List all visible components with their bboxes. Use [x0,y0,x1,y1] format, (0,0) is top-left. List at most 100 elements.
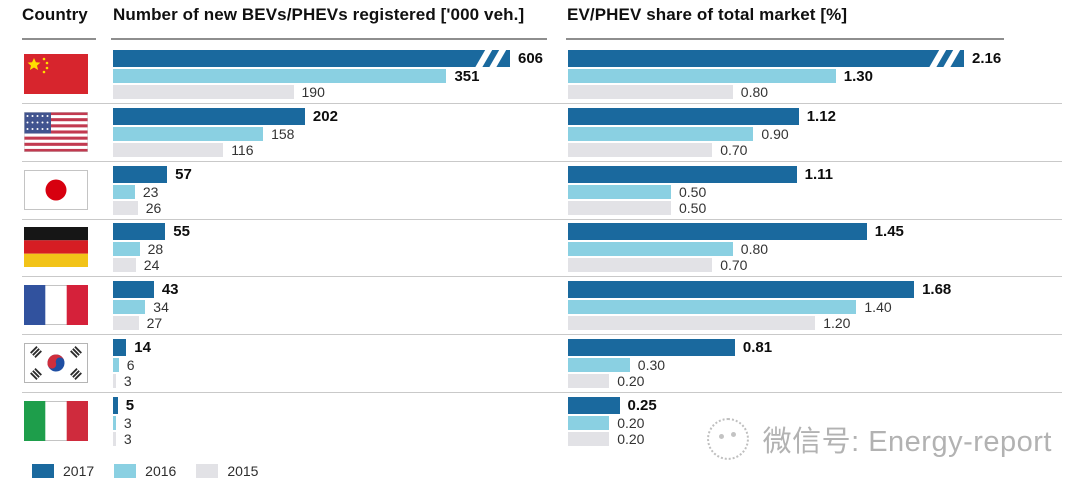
bar-2016-registrations [113,127,264,141]
bar-2017-market-share [568,46,964,72]
value-label-market-share-2015: 0.20 [617,373,645,389]
right-panel-header-rule [566,38,1004,40]
bar-2015-market-share [568,85,733,99]
legend-label: 2017 [63,463,95,479]
value-label-market-share-2017: 2.16 [972,50,1002,67]
country-row-germany: 55 1.45 28 0.80 24 0.70 [0,219,1080,277]
left-panel-title: Number of new BEVs/PHEVs registered ['00… [113,5,525,24]
bar-2017-market-share [568,166,797,183]
value-label-registrations-2017: 5 [125,397,135,414]
value-label-market-share-2017: 1.11 [804,166,834,183]
bar-2015-market-share [568,316,816,330]
bar-2015-registrations [113,432,116,446]
bar-2015-market-share [568,432,610,446]
value-label-registrations-2017: 202 [312,108,338,125]
bar-2015-market-share [568,201,671,215]
bar-2016-registrations [113,358,119,372]
value-label-registrations-2016: 158 [271,126,295,142]
bar-2016-registrations [113,185,135,199]
watermark: 微信号: Energy-report [706,418,1052,460]
value-label-market-share-2015: 1.20 [823,315,851,331]
value-label-market-share-2017: 0.25 [627,397,657,414]
legend-swatch-icon [114,464,137,478]
bar-2017-market-share [568,339,735,356]
value-label-market-share-2016: 1.30 [843,67,873,85]
country-row-italy: 5 0.25 3 0.20 3 0.20 [0,393,1080,450]
value-label-registrations-2015: 24 [143,257,160,273]
country-row-japan: 57 1.11 23 0.50 26 0.50 [0,162,1080,220]
bar-2015-registrations [113,201,138,215]
value-label-registrations-2015: 27 [146,315,163,331]
right-panel-title: EV/PHEV share of total market [%] [567,5,848,24]
value-label-market-share-2015: 0.70 [720,142,748,158]
legend-swatch-icon [196,464,219,478]
bar-2016-registrations [113,300,146,314]
value-label-market-share-2016: 0.80 [740,241,769,257]
bar-2015-market-share [568,143,713,157]
country-row-usa: 202 1.12 158 0.90 116 0.70 [0,104,1080,162]
left-panel-header-rule [111,38,547,40]
value-label-registrations-2015: 190 [301,84,325,100]
value-label-registrations-2015: 26 [145,200,162,216]
country-column-header: Country [22,5,88,24]
bar-2015-registrations [113,374,116,388]
legend-item-2016: 2016 [114,464,176,478]
france-flag-icon [24,285,88,325]
legend-label: 2016 [145,463,177,479]
country-row-china: 606 2.16 351 1.30 190 0.80 [0,46,1080,104]
bar-2017-registrations [113,46,510,72]
value-label-registrations-2016: 34 [153,299,169,315]
bar-2017-market-share [568,223,867,240]
value-label-market-share-2015: 0.20 [617,431,645,447]
value-label-registrations-2016: 351 [454,67,480,85]
country-row-south-korea: 14 0.81 6 0.30 3 0.20 [0,335,1080,393]
wechat-logo-icon [706,418,749,460]
value-label-market-share-2016: 1.40 [864,299,892,315]
legend-item-2017: 2017 [32,464,94,478]
bar-2016-registrations [113,69,447,83]
value-label-market-share-2015: 0.50 [679,200,707,216]
bar-2017-registrations [113,281,154,298]
row-separator [22,218,1062,220]
country-row-france: 43 1.68 34 1.40 27 1.20 [0,277,1080,335]
bar-2015-registrations [113,143,224,157]
bar-2017-market-share [568,281,915,298]
bar-2017-registrations [113,339,127,356]
bar-2015-market-share [568,374,610,388]
bar-2016-market-share [568,300,857,314]
usa-flag-icon [24,112,88,152]
value-label-market-share-2017: 1.12 [806,108,836,125]
china-flag-icon [24,54,88,94]
bar-2015-registrations [113,258,136,272]
bar-2016-market-share [568,416,610,430]
value-label-registrations-2015: 3 [123,373,132,389]
japan-flag-icon [24,170,88,210]
row-separator [22,160,1062,162]
value-label-registrations-2017: 14 [134,339,151,356]
value-label-market-share-2016: 0.50 [679,184,707,200]
bar-2016-market-share [568,185,671,199]
value-label-market-share-2015: 0.80 [740,84,769,100]
legend-swatch-icon [32,464,54,478]
bar-2017-market-share [568,108,799,125]
bar-2016-market-share [568,242,733,256]
bar-2016-registrations [113,416,116,430]
value-label-market-share-2015: 0.70 [720,257,748,273]
bar-2016-market-share [568,127,754,141]
legend-label: 2015 [227,463,259,479]
value-label-registrations-2015: 3 [123,431,132,447]
row-separator [22,333,1062,335]
bar-2016-market-share [568,358,630,372]
value-label-registrations-2017: 43 [161,281,179,298]
value-label-market-share-2016: 0.20 [617,415,645,431]
bar-2017-registrations [113,223,166,240]
value-label-market-share-2017: 1.45 [874,223,904,240]
bar-2017-registrations [113,397,118,414]
value-label-registrations-2017: 57 [175,166,192,183]
watermark-text: 微信号: Energy-report [762,426,1052,458]
row-separator [22,275,1062,277]
country-header-rule [22,38,96,40]
bar-2016-market-share [568,69,836,83]
value-label-market-share-2016: 0.30 [637,357,666,373]
